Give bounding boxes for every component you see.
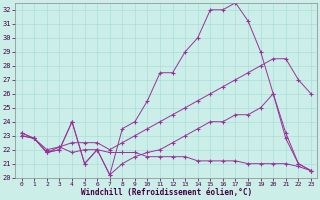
X-axis label: Windchill (Refroidissement éolien,°C): Windchill (Refroidissement éolien,°C) (81, 188, 252, 197)
